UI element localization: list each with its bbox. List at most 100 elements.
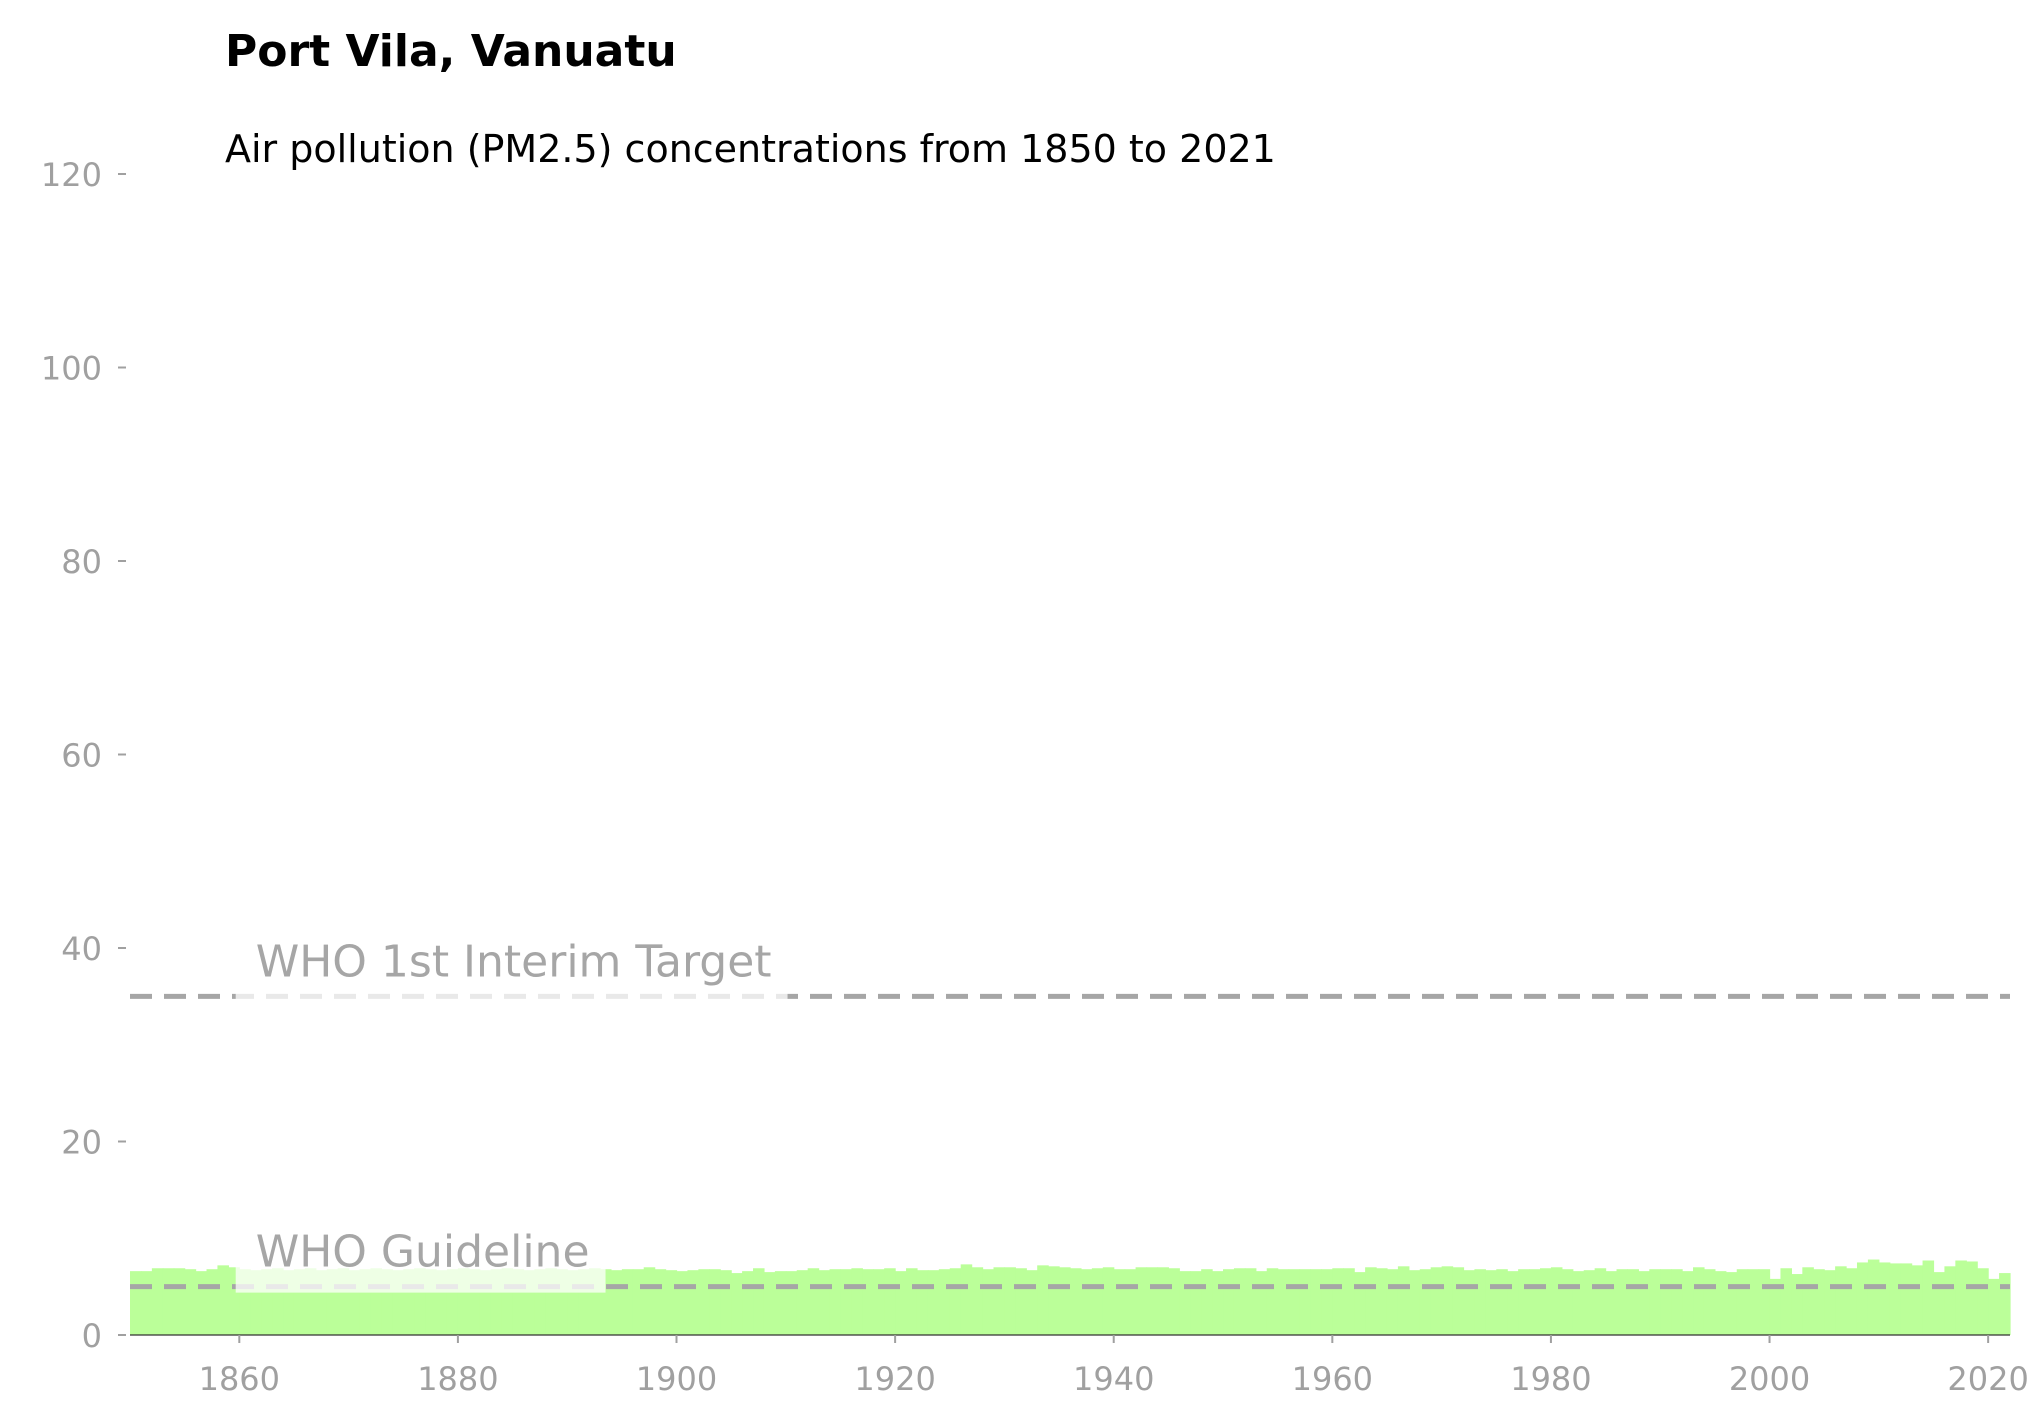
bar [1266, 1268, 1279, 1335]
bar [1146, 1267, 1159, 1335]
bar [632, 1269, 645, 1335]
bar [359, 1269, 372, 1335]
bar [906, 1268, 918, 1335]
bar [348, 1270, 361, 1335]
bar [1747, 1269, 1760, 1335]
bar [1583, 1270, 1596, 1335]
bar [272, 1268, 284, 1335]
bar [1977, 1268, 1989, 1335]
bar [1649, 1269, 1661, 1335]
bar [1048, 1266, 1060, 1335]
bar [184, 1269, 197, 1335]
bar [1452, 1267, 1465, 1335]
bar [446, 1269, 459, 1335]
bar [971, 1267, 984, 1335]
bar [1321, 1269, 1333, 1335]
bar [1955, 1260, 1967, 1335]
bar [283, 1270, 295, 1335]
bar [1015, 1268, 1027, 1335]
bar [1889, 1263, 1902, 1335]
bar [1736, 1269, 1749, 1335]
bar [884, 1268, 896, 1335]
bar [1288, 1269, 1301, 1335]
bar [534, 1269, 546, 1335]
bar [1124, 1269, 1137, 1335]
bar [982, 1269, 995, 1335]
bar [1485, 1270, 1497, 1335]
bar [173, 1268, 186, 1335]
bar [304, 1268, 317, 1335]
bar [1212, 1271, 1224, 1335]
bar [414, 1268, 426, 1335]
bar [403, 1269, 415, 1335]
bar [217, 1265, 229, 1335]
x-tick-label: 2020 [1947, 1360, 2028, 1398]
bar [851, 1268, 863, 1335]
x-tick-label: 1980 [1510, 1360, 1591, 1398]
bar [1518, 1269, 1530, 1335]
bar [370, 1268, 382, 1335]
bar [1386, 1269, 1399, 1335]
bar [1856, 1262, 1869, 1335]
bar [742, 1271, 754, 1335]
bar [1769, 1278, 1782, 1335]
bar [151, 1268, 164, 1335]
bar [1911, 1265, 1924, 1335]
bar [1365, 1267, 1377, 1335]
y-tick-label: 20 [61, 1124, 102, 1162]
bar [1791, 1274, 1803, 1335]
reference-label: WHO Guideline [256, 1227, 590, 1278]
bar [1430, 1267, 1443, 1335]
bar [1999, 1273, 2011, 1335]
bar [807, 1268, 820, 1335]
bar [1463, 1270, 1476, 1335]
bar [927, 1270, 940, 1335]
bar [1988, 1278, 2000, 1335]
bar [1529, 1269, 1541, 1335]
x-tick-label: 1880 [417, 1360, 498, 1398]
bar [763, 1272, 776, 1335]
bar [1332, 1268, 1344, 1335]
bar [468, 1269, 481, 1335]
bar [1627, 1269, 1639, 1335]
bar [1070, 1268, 1082, 1335]
bar [1244, 1268, 1257, 1335]
bar [840, 1269, 852, 1335]
bar [578, 1269, 590, 1335]
bar [1408, 1270, 1421, 1335]
bar [1419, 1269, 1432, 1335]
bar [1780, 1268, 1792, 1335]
bar [1102, 1267, 1115, 1335]
bar [600, 1269, 612, 1335]
bar [873, 1269, 885, 1335]
bar [916, 1270, 929, 1335]
bar [1037, 1265, 1049, 1335]
bar [1223, 1269, 1235, 1335]
bar [1113, 1269, 1126, 1335]
bar [1813, 1269, 1825, 1335]
bar [545, 1268, 557, 1335]
bar [1605, 1271, 1618, 1335]
bar [1397, 1266, 1410, 1335]
bar [140, 1271, 153, 1335]
reference-label: WHO 1st Interim Target [256, 936, 772, 987]
bar [1572, 1271, 1585, 1335]
bar [818, 1270, 831, 1335]
bar [785, 1271, 798, 1335]
bar [1233, 1268, 1246, 1335]
bar [949, 1268, 962, 1335]
y-tick-label: 60 [61, 737, 102, 775]
chart-title: Port Vila, Vanuatu [225, 26, 677, 77]
bar [1966, 1261, 1978, 1335]
bar [698, 1269, 710, 1335]
bar [1540, 1268, 1552, 1335]
label-backdrop [235, 1222, 606, 1293]
bar [1507, 1271, 1519, 1335]
y-tick-label: 100 [41, 350, 102, 388]
bar [228, 1267, 240, 1335]
bar [643, 1267, 656, 1335]
bar [1944, 1266, 1956, 1335]
y-tick-label: 40 [61, 930, 102, 968]
bar [621, 1269, 634, 1335]
